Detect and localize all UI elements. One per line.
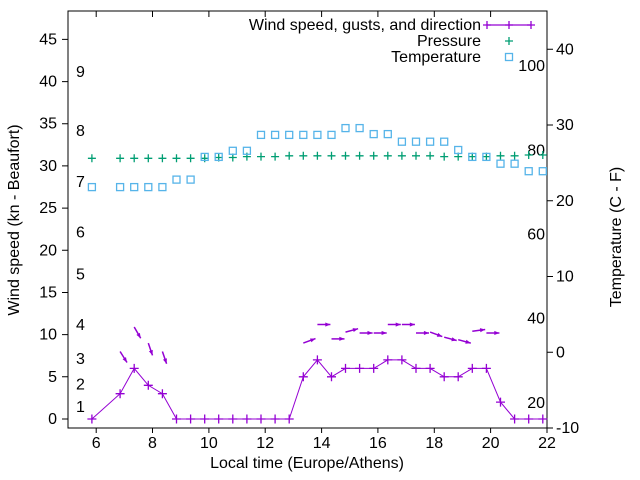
x-tick-label: 10 [200,435,218,452]
y-right-tick-label: 40 [556,41,574,58]
legend-markers [483,21,535,62]
y-axis-right-label: Temperature (C - F) [608,167,625,307]
beaufort-scale-label: 2 [76,376,85,393]
legend-sample-temperature [504,52,514,62]
beaufort-scale-label: 8 [76,123,85,140]
y-left-tick-label: 30 [39,158,57,175]
temperature-series [87,123,547,192]
x-tick-label: 8 [148,435,157,452]
y-left-tick-label: 35 [39,116,57,133]
fahrenheit-scale-label: 20 [527,395,545,412]
x-tick-label: 6 [92,435,101,452]
fahrenheit-scale-label: 100 [518,58,545,75]
y-right-tick-label: 30 [556,117,574,134]
y-left-tick-label: 25 [39,200,57,217]
y-right-tick-label: 10 [556,269,574,286]
beaufort-scale-label: 3 [76,351,85,368]
x-tick-label: 14 [313,435,331,452]
fahrenheit-scale-label: 40 [527,311,545,328]
axes: 6 8 10 12 14 16 18 20 22051015202530354045403020… [39,10,579,452]
pressure-series [87,151,547,163]
x-tick-label: 16 [369,435,387,452]
fahrenheit-scale-label: 60 [527,226,545,243]
beaufort-scale-label: 4 [76,317,85,334]
y-left-tick-label: 0 [48,411,57,428]
plot-border [67,10,548,429]
y-left-tick-label: 20 [39,242,57,259]
y-left-tick-label: 5 [48,369,57,386]
x-tick-label: 20 [482,435,500,452]
x-tick-label: 12 [256,435,274,452]
y-right-tick-label: 0 [556,344,565,361]
tick-marks [62,11,553,433]
y-axis-left-label: Wind speed (kn - Beaufort) [6,124,23,315]
series [87,123,548,424]
beaufort-scale-label: 9 [76,64,85,81]
wind-speed-line [91,359,547,420]
x-tick-label: 22 [538,435,556,452]
y-right-tick-label: -10 [556,420,579,437]
legend-sample-wind [483,21,535,29]
y-left-tick-label: 10 [39,327,57,344]
beaufort-scale-label: 5 [76,267,85,284]
legend-sample-pressure [505,37,513,45]
x-tick-label: 18 [425,435,443,452]
beaufort-scale-label: 1 [76,399,85,416]
legend-label-pressure: Pressure [417,33,481,50]
legend: Wind speed, gusts, and direction Pressur… [249,17,535,66]
y-left-tick-label: 15 [39,285,57,302]
beaufort-scale-label: 6 [76,224,85,241]
y-left-tick-label: 40 [39,74,57,91]
legend-label-wind: Wind speed, gusts, and direction [249,17,481,34]
y-right-tick-label: 20 [556,193,574,210]
beaufort-scale-label: 7 [76,174,85,191]
x-axis-label: Local time (Europe/Athens) [210,455,404,472]
wind-gust-arrows [119,322,500,365]
legend-label-temperature: Temperature [391,49,481,66]
y-left-tick-label: 45 [39,31,57,48]
wind-speed-points [87,355,548,424]
